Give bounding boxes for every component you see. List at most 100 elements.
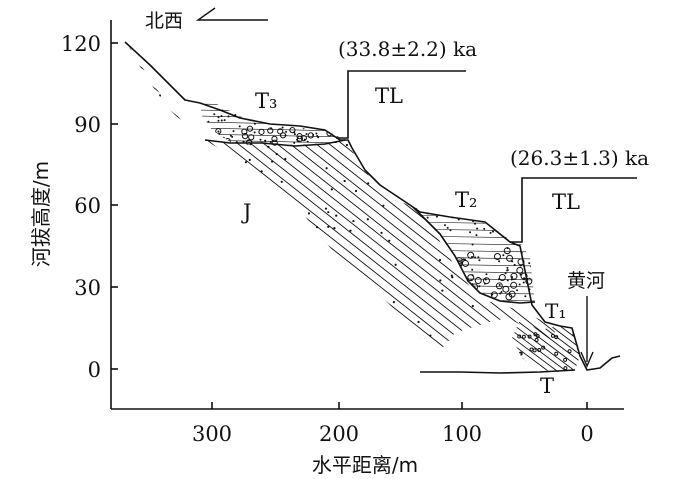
sand-dot (493, 154, 496, 158)
strata-line (588, 320, 668, 380)
sand-dot (443, 224, 446, 227)
sand-dot (436, 295, 439, 298)
sample-upper: (33.8±2.2) ka TL (338, 37, 477, 108)
sand-dot (293, 141, 296, 144)
sand-dot (469, 334, 472, 337)
pebble-mark (550, 333, 555, 338)
strata-line (128, 45, 394, 350)
sand-dot (380, 231, 383, 234)
sand-dot (159, 110, 162, 113)
sand-dot (177, 308, 180, 311)
strata-line (249, 45, 555, 350)
strata-line (128, 45, 555, 350)
sand-dot (524, 295, 527, 298)
sand-dot (456, 288, 459, 291)
sand-dot (502, 254, 505, 257)
sand-dot (485, 273, 488, 276)
sand-dot (406, 79, 409, 82)
sand-dot (197, 40, 199, 42)
sand-dot (121, 372, 123, 374)
sand-dot (431, 232, 434, 235)
sand-dot (320, 277, 323, 280)
strata-line (512, 320, 570, 372)
sand-dot (565, 142, 567, 144)
sand-dot (259, 118, 262, 121)
strata-line (512, 320, 534, 372)
pebble-mark (467, 274, 475, 282)
sand-dot (257, 378, 259, 380)
strata-line (687, 320, 700, 380)
sand-dot (274, 48, 277, 51)
sand-dot (475, 234, 478, 237)
sand-dot (141, 179, 144, 182)
strata-line (588, 20, 700, 430)
formation-j-label: J (241, 200, 251, 224)
strata-line (512, 320, 525, 372)
sand-dot (281, 253, 284, 256)
pebble-mark (520, 272, 528, 280)
pebble-mark (541, 345, 546, 350)
strata-line (535, 45, 555, 350)
pebble-mark (246, 125, 254, 132)
sand-dot (568, 103, 570, 105)
sample-upper-age: (33.8±2.2) ka (338, 37, 477, 61)
sand-dot (427, 64, 431, 68)
strata-line (542, 320, 580, 372)
sand-dot (171, 150, 175, 153)
sand-dot (352, 277, 355, 281)
sand-dot (484, 278, 487, 281)
sand-dot (509, 234, 512, 237)
basement-t-hatch (345, 320, 700, 380)
sand-dot (231, 339, 234, 342)
sand-dot (315, 123, 318, 126)
strata-line (431, 45, 555, 350)
strata-line (288, 45, 555, 350)
sand-dot (522, 228, 525, 231)
y-tick-labels: 120 90 60 30 0 (61, 32, 101, 382)
sand-dot (299, 307, 302, 310)
sand-dot (323, 126, 326, 129)
sand-dot (178, 286, 181, 289)
sand-dot (424, 266, 427, 269)
sand-dot (135, 171, 138, 174)
sand-dot (469, 231, 472, 234)
sand-dot (427, 229, 430, 232)
sand-dot (335, 333, 338, 336)
strata-line (696, 320, 700, 380)
strata-line (128, 45, 160, 350)
sand-dot (434, 283, 437, 286)
sand-dot (576, 228, 578, 230)
sand-dot (476, 109, 479, 113)
strata-line (128, 45, 555, 350)
sand-dot (544, 269, 548, 272)
sand-dot (226, 98, 229, 101)
sand-dot (333, 122, 336, 125)
strata-line (392, 45, 555, 350)
x-axis-label: 水平距离/m (312, 453, 418, 477)
sand-dot (220, 115, 223, 118)
sand-dot (155, 338, 158, 341)
sand-dot (450, 274, 453, 277)
sand-dot (345, 143, 349, 147)
strata-line (426, 320, 506, 380)
sand-dot (343, 179, 346, 183)
sand-dot (471, 304, 474, 308)
sand-dot (349, 229, 352, 232)
strata-line (345, 320, 425, 380)
sand-dot (516, 289, 519, 292)
strata-line (660, 320, 700, 380)
sand-dot (128, 306, 129, 309)
sand-dot (298, 112, 301, 115)
strata-line (418, 45, 555, 350)
sand-dot (245, 299, 249, 302)
strata-line (606, 320, 686, 380)
sand-dot (382, 204, 385, 207)
sand-dot (340, 115, 343, 118)
sand-dot (161, 376, 163, 378)
sand-dot (328, 117, 331, 121)
x-tick-label: 200 (319, 422, 359, 446)
sand-dot (238, 200, 241, 203)
sand-dot (493, 217, 496, 220)
pebble-mark (271, 139, 278, 146)
